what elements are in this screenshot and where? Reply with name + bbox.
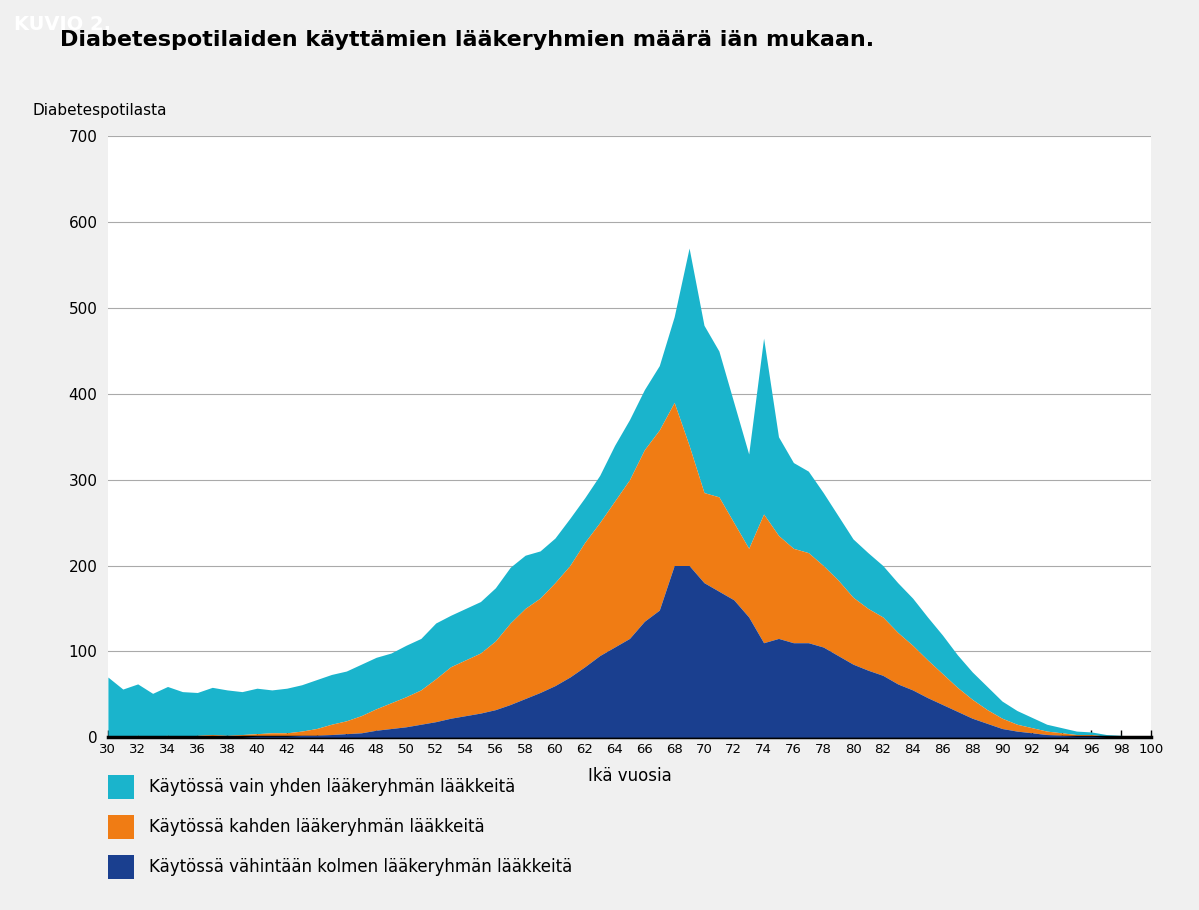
Text: Diabetespotilasta: Diabetespotilasta [32,104,168,118]
X-axis label: Ikä vuosia: Ikä vuosia [588,767,671,784]
Text: KUVIO 2.: KUVIO 2. [14,15,112,34]
Text: Käytössä vähintään kolmen lääkeryhmän lääkkeitä: Käytössä vähintään kolmen lääkeryhmän lä… [149,858,572,876]
Text: Käytössä kahden lääkeryhmän lääkkeitä: Käytössä kahden lääkeryhmän lääkkeitä [149,818,484,836]
Text: Käytössä vain yhden lääkeryhmän lääkkeitä: Käytössä vain yhden lääkeryhmän lääkkeit… [149,778,514,796]
Text: Diabetespotilaiden käyttämien lääkeryhmien määrä iän mukaan.: Diabetespotilaiden käyttämien lääkeryhmi… [60,30,874,50]
